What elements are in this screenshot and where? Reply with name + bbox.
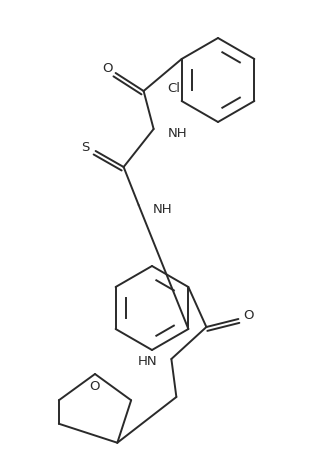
Text: O: O xyxy=(243,308,254,321)
Text: NH: NH xyxy=(168,126,187,140)
Text: Cl: Cl xyxy=(167,83,180,95)
Text: S: S xyxy=(82,141,90,154)
Text: HN: HN xyxy=(138,355,157,367)
Text: O: O xyxy=(102,63,113,76)
Text: O: O xyxy=(90,379,100,392)
Text: NH: NH xyxy=(153,202,172,215)
